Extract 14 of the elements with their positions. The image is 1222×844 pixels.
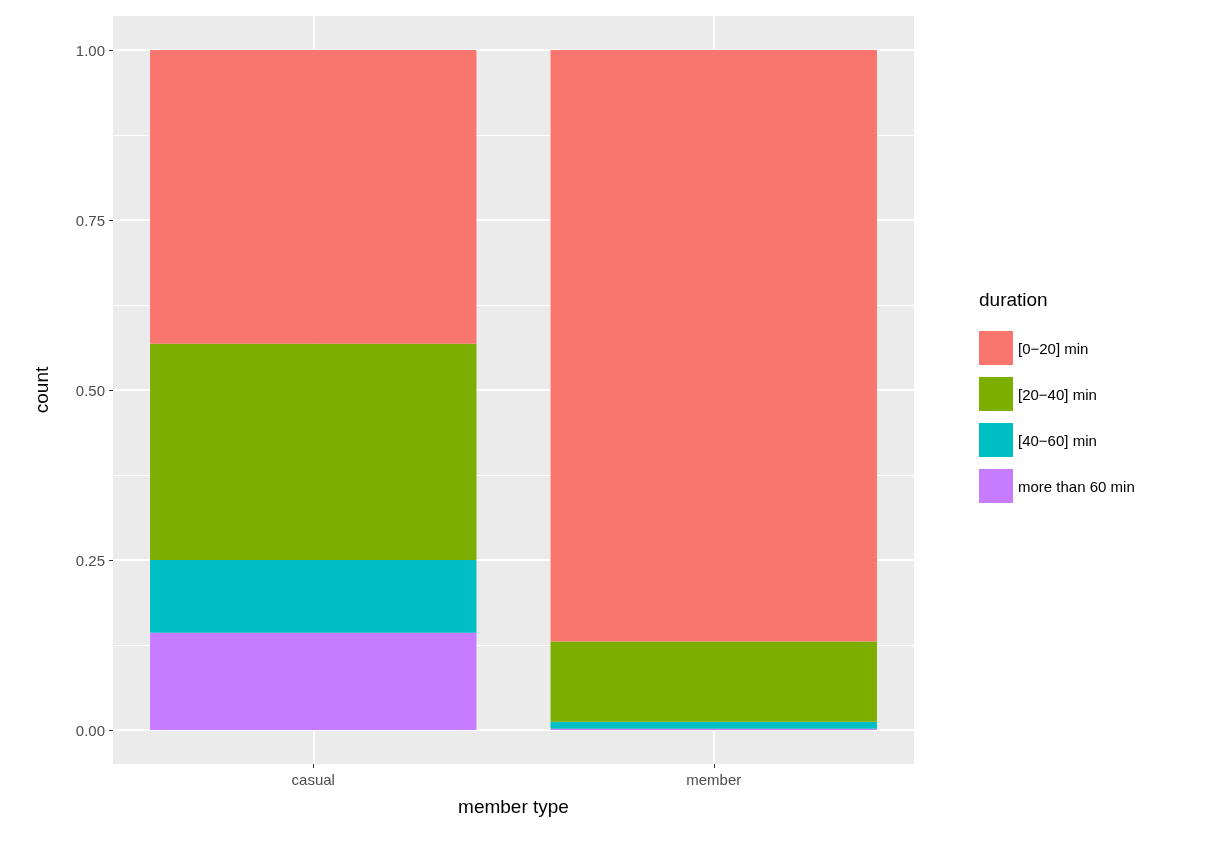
y-tick-label: 1.00 (75, 41, 105, 59)
x-tick-label: casual (291, 771, 335, 788)
y-tick-label: 0.75 (75, 211, 105, 229)
y-tick-label: 0.00 (75, 721, 105, 739)
legend-label: [20−40] min (1018, 385, 1097, 403)
legend-label: more than 60 min (1018, 477, 1135, 495)
legend-label: [40−60] min (1018, 431, 1097, 449)
y-tick-label: 0.50 (75, 381, 105, 399)
y-axis-title: count (31, 366, 52, 414)
y-tick-label: 0.25 (75, 551, 105, 569)
x-tick-label: member (686, 771, 742, 788)
legend-label: [0−20] min (1018, 339, 1089, 357)
legend-title: duration (979, 289, 1048, 310)
x-axis-title: member type (458, 796, 569, 817)
